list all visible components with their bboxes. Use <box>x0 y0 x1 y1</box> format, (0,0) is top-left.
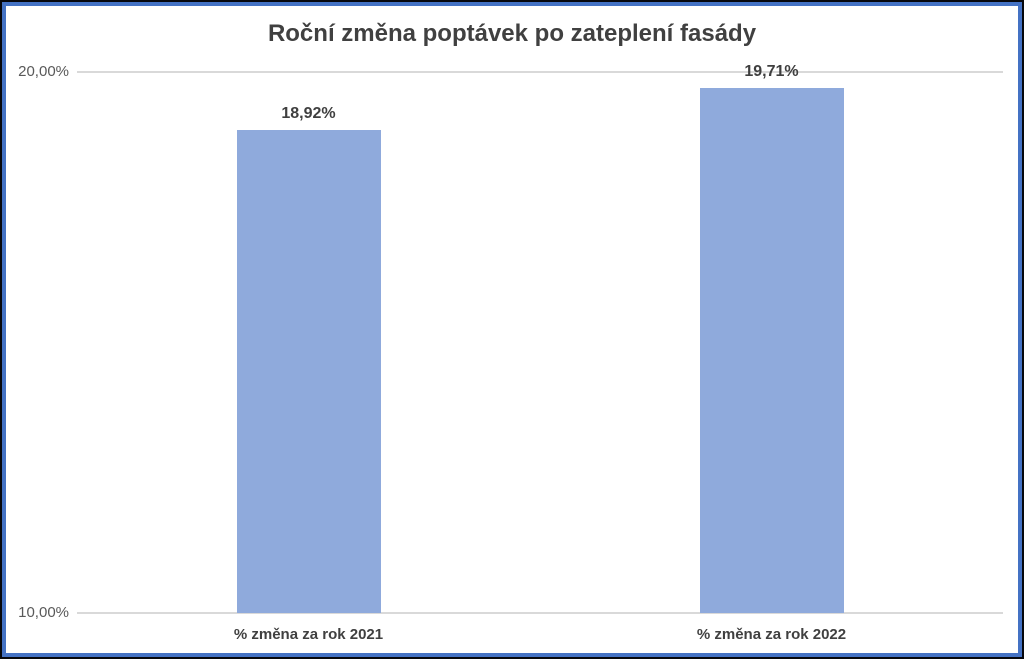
y-axis-tick-label: 20,00% <box>18 63 69 80</box>
gridline <box>77 71 1003 73</box>
x-axis-category-label: % změna za rok 2021 <box>233 626 384 643</box>
chart-title: Roční změna poptávek po zateplení fasády <box>267 20 757 47</box>
gridline <box>77 612 1003 614</box>
bar <box>699 87 844 613</box>
x-axis-category-label: % změna za rok 2022 <box>696 626 847 643</box>
bar-value-label: 19,71% <box>744 62 799 80</box>
y-axis-tick-label: 10,00% <box>18 604 69 621</box>
plot-area: 20,00% 10,00% 18,92% % změna za rok 2021 19,… <box>18 63 1003 643</box>
bar-value-label: 18,92% <box>281 105 336 123</box>
bar <box>236 130 381 613</box>
